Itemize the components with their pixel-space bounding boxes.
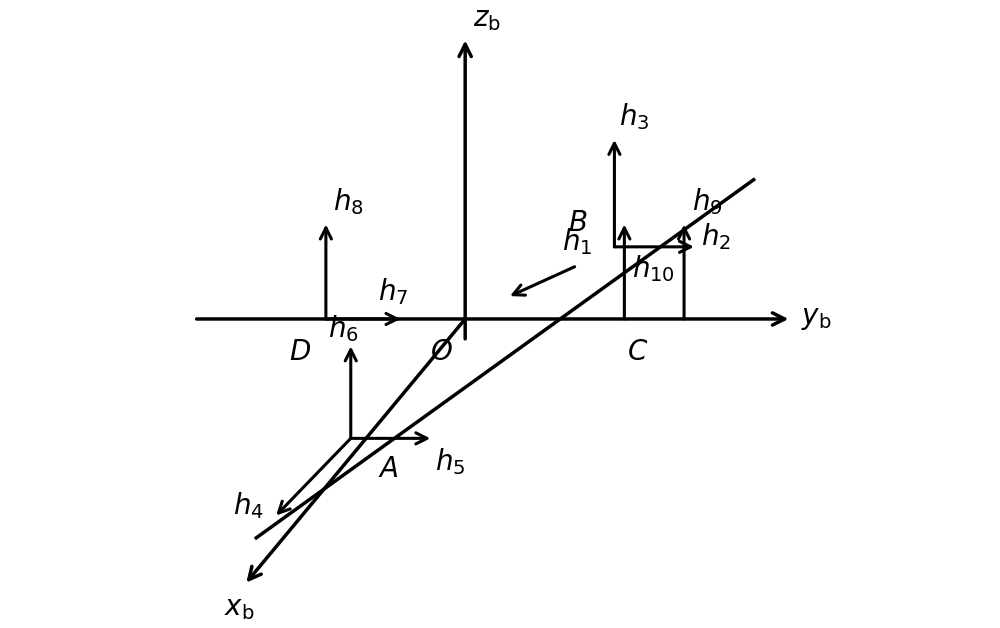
Text: $x_\mathrm{b}$: $x_\mathrm{b}$ — [224, 595, 254, 622]
Text: $C$: $C$ — [627, 339, 648, 366]
Text: $A$: $A$ — [378, 456, 399, 483]
Text: $h_5$: $h_5$ — [435, 446, 466, 477]
Text: $h_7$: $h_7$ — [378, 276, 408, 306]
Text: $h_1$: $h_1$ — [562, 226, 592, 257]
Text: $D$: $D$ — [289, 339, 311, 366]
Text: $h_6$: $h_6$ — [328, 313, 358, 344]
Text: $h_4$: $h_4$ — [233, 490, 264, 521]
Text: $h_2$: $h_2$ — [701, 222, 731, 252]
Text: $B$: $B$ — [568, 210, 587, 237]
Text: $h_9$: $h_9$ — [692, 186, 722, 217]
Text: $h_3$: $h_3$ — [619, 102, 650, 133]
Text: $O$: $O$ — [430, 339, 453, 366]
Text: $h_8$: $h_8$ — [333, 186, 364, 217]
Text: $y_\mathrm{b}$: $y_\mathrm{b}$ — [801, 305, 831, 332]
Text: $z_\mathrm{b}$: $z_\mathrm{b}$ — [473, 6, 501, 33]
Text: $h_{10}$: $h_{10}$ — [632, 253, 675, 284]
